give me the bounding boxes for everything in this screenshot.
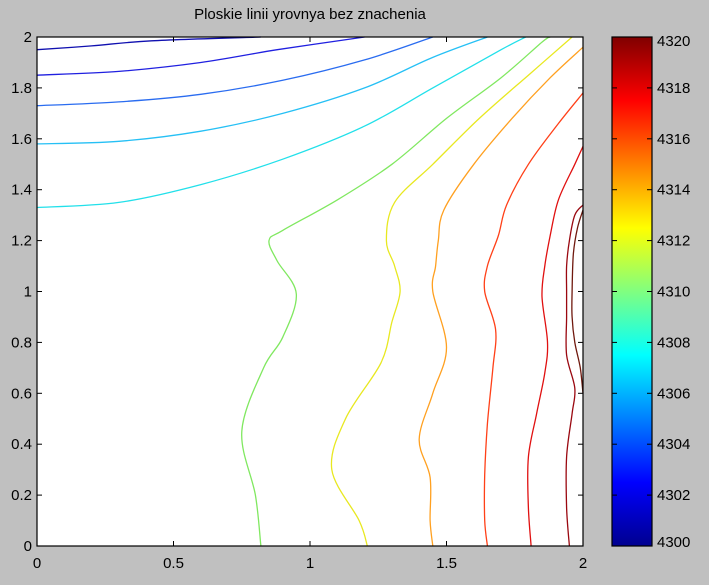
y-tick-label: 0.8 bbox=[11, 334, 32, 351]
x-tick-label: 0 bbox=[33, 555, 41, 572]
y-tick-label: 0.2 bbox=[11, 487, 32, 504]
chart-title: Ploskie linii yrovnya bez znachenia bbox=[194, 6, 426, 23]
colorbar-tick-label: 4304 bbox=[657, 436, 690, 453]
contour-line-3 bbox=[36, 36, 434, 107]
colorbar-tick-label: 4312 bbox=[657, 233, 690, 250]
x-tick-label: 0.5 bbox=[163, 555, 184, 572]
y-tick-label: 1.6 bbox=[11, 131, 32, 148]
x-tick-label: 1 bbox=[306, 555, 314, 572]
colorbar-tick-label: 4316 bbox=[657, 131, 690, 148]
x-tick-label: 1.5 bbox=[436, 555, 457, 572]
contour-line-7 bbox=[330, 36, 573, 547]
x-axis: 0 0.5 1 1.5 2 bbox=[33, 37, 587, 572]
colorbar-ticks: 4300 4302 4304 4306 4308 4310 4312 4314 4316 4318… bbox=[612, 33, 690, 551]
contour-line-1 bbox=[36, 36, 261, 51]
colorbar-tick-label: 4306 bbox=[657, 385, 690, 402]
contour-line-9 bbox=[483, 92, 584, 547]
contour-line-2 bbox=[36, 36, 365, 76]
y-tick-label: 0.4 bbox=[11, 436, 32, 453]
y-tick-label: 1.8 bbox=[11, 80, 32, 97]
colorbar-tick-label: 4302 bbox=[657, 487, 690, 504]
contour-line-8 bbox=[418, 46, 584, 547]
x-tick-label: 2 bbox=[579, 555, 587, 572]
colorbar bbox=[612, 37, 652, 546]
contour-line-4 bbox=[36, 36, 488, 145]
y-tick-label: 1.2 bbox=[11, 233, 32, 250]
contour-line-10 bbox=[527, 146, 584, 547]
y-tick-label: 2 bbox=[24, 29, 32, 46]
contour-line-6 bbox=[241, 36, 551, 547]
contour-lines bbox=[36, 36, 584, 547]
colorbar-tick-label: 4320 bbox=[657, 33, 690, 50]
colorbar-tick-label: 4300 bbox=[657, 534, 690, 551]
contour-line-11 bbox=[565, 204, 584, 547]
colorbar-tick-label: 4318 bbox=[657, 80, 690, 97]
contour-line-12 bbox=[571, 209, 584, 394]
plot-area bbox=[37, 37, 583, 546]
y-tick-label: 1 bbox=[24, 284, 32, 301]
contour-line-5 bbox=[36, 36, 526, 209]
y-tick-label: 0.6 bbox=[11, 385, 32, 402]
colorbar-tick-label: 4314 bbox=[657, 182, 690, 199]
y-axis: 0 0.2 0.4 0.6 0.8 1 1.2 1.4 1.6 1.8 2 bbox=[11, 29, 583, 555]
colorbar-tick-label: 4308 bbox=[657, 334, 690, 351]
y-tick-label: 0 bbox=[24, 538, 32, 555]
colorbar-tick-label: 4310 bbox=[657, 284, 690, 301]
y-tick-label: 1.4 bbox=[11, 182, 32, 199]
